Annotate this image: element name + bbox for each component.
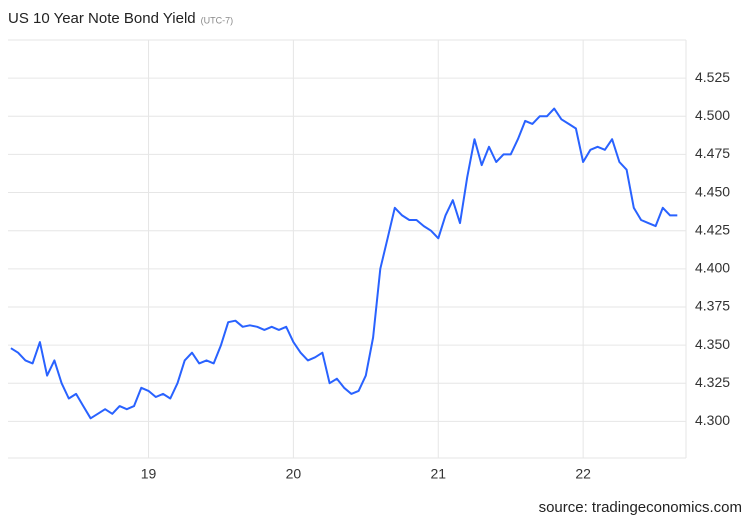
y-tick-label: 4.525 [695, 69, 730, 85]
y-tick-label: 4.400 [695, 260, 730, 276]
y-tick-label: 4.475 [695, 145, 730, 161]
y-tick-label: 4.425 [695, 221, 730, 237]
y-tick-label: 4.300 [695, 412, 730, 428]
x-tick-label: 21 [430, 466, 446, 482]
y-tick-label: 4.350 [695, 336, 730, 352]
source: source: tradingeconomics.com [539, 499, 742, 516]
chart-subtitle: (UTC-7) [201, 15, 234, 25]
x-tick-label: 19 [141, 466, 157, 482]
y-tick-label: 4.325 [695, 374, 730, 390]
x-tick-label: 20 [286, 466, 302, 482]
y-tick-label: 4.375 [695, 298, 730, 314]
y-tick-label: 4.500 [695, 107, 730, 123]
line [10, 107, 678, 420]
y-tick-label: 4.450 [695, 183, 730, 199]
x-tick-label: 22 [575, 466, 591, 482]
chart-title: US 10 Year Note Bond Yield [8, 10, 196, 27]
